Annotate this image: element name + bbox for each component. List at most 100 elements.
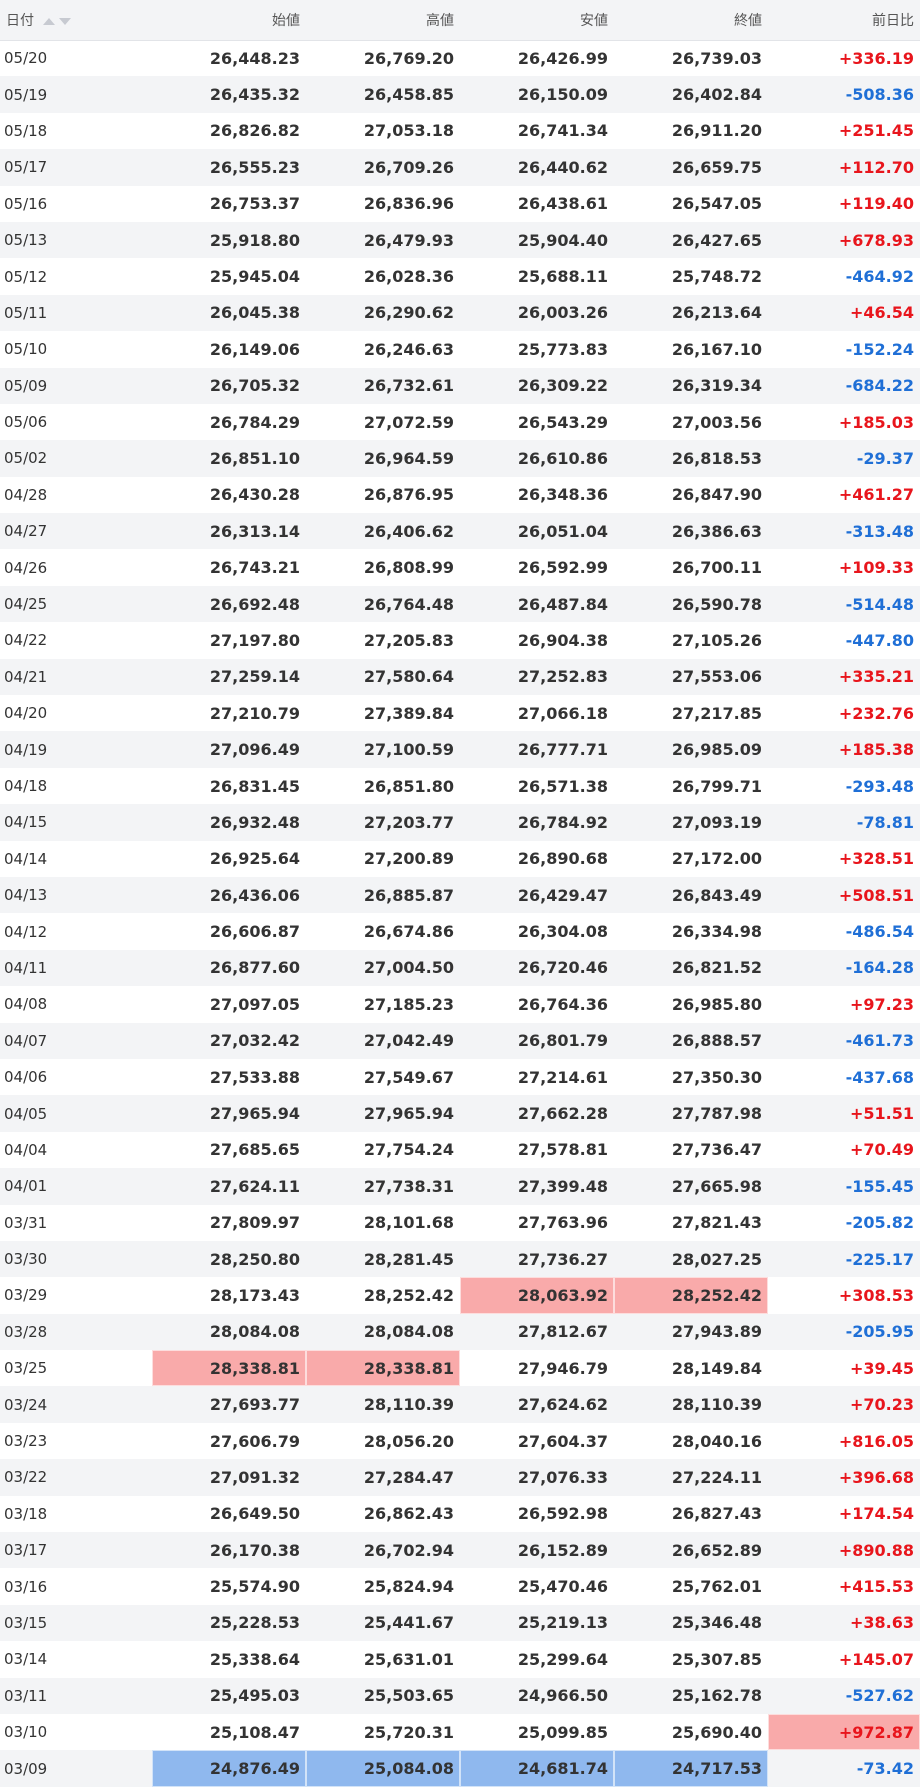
cell-change: +119.40: [838, 194, 914, 214]
cell-low: 25,773.83: [517, 339, 608, 359]
cell-close: 25,762.01: [671, 1577, 762, 1597]
cell-date: 04/05: [4, 1104, 48, 1123]
cell-close: 26,818.53: [671, 448, 762, 468]
cell-date: 03/23: [4, 1432, 48, 1451]
cell-change: -152.24: [845, 339, 914, 359]
cell-low: 27,763.96: [517, 1213, 608, 1233]
table-row: 04/06 27,533.88 27,549.67 27,214.61 27,350.3…: [0, 1058, 920, 1096]
cell-high: 26,709.26: [363, 157, 454, 177]
header-low[interactable]: 安値: [580, 12, 608, 29]
cell-low: 26,304.08: [517, 922, 608, 942]
cell-open: 27,693.77: [209, 1395, 300, 1415]
cell-open: 25,945.04: [209, 267, 300, 287]
cell-high: 27,284.47: [363, 1467, 454, 1487]
sort-controls[interactable]: [42, 13, 72, 29]
cell-low: 27,214.61: [517, 1067, 608, 1087]
table-row: 05/02 26,851.10 26,964.59 26,610.86 26,818.5…: [0, 440, 920, 477]
cell-date: 05/11: [4, 303, 48, 322]
header-change[interactable]: 前日比: [872, 12, 914, 29]
cell-change: -205.82: [845, 1213, 914, 1233]
cell-open: 26,436.06: [209, 885, 300, 905]
cell-change: -164.28: [845, 958, 914, 978]
cell-close: 27,553.06: [671, 667, 762, 687]
cell-change: +174.54: [838, 1504, 914, 1524]
cell-change: -155.45: [845, 1176, 914, 1196]
cell-low: 26,592.98: [517, 1504, 608, 1524]
cell-open: 27,197.80: [209, 630, 300, 650]
table-row: 03/17 26,170.38 26,702.94 26,152.89 26,652.8…: [0, 1532, 920, 1569]
cell-close: 27,787.98: [671, 1104, 762, 1124]
cell-change: +678.93: [838, 230, 914, 250]
header-close[interactable]: 終値: [734, 12, 762, 29]
cell-change: -527.62: [845, 1686, 914, 1706]
cell-low: 26,440.62: [517, 157, 608, 177]
cell-high: 27,185.23: [363, 994, 454, 1014]
cell-date: 05/09: [4, 376, 48, 395]
header-high[interactable]: 高値: [426, 12, 454, 29]
cell-change: -461.73: [845, 1031, 914, 1051]
cell-date: 05/16: [4, 194, 48, 213]
cell-open: 26,851.10: [209, 448, 300, 468]
triangle-up-icon[interactable]: [43, 17, 56, 25]
cell-high: 26,876.95: [363, 485, 454, 505]
cell-change: +251.45: [838, 121, 914, 141]
cell-open: 26,313.14: [209, 521, 300, 541]
cell-high: 27,549.67: [363, 1067, 454, 1087]
cell-high: 25,631.01: [363, 1649, 454, 1669]
cell-high: 28,056.20: [363, 1431, 454, 1451]
cell-date: 04/14: [4, 849, 48, 868]
cell-change: +39.45: [849, 1358, 914, 1378]
cell-open: 26,448.23: [209, 48, 300, 68]
table-row: 03/16 25,574.90 25,824.94 25,470.46 25,762.0…: [0, 1568, 920, 1605]
cell-high: 27,389.84: [363, 703, 454, 723]
cell-close: 26,402.84: [671, 85, 762, 105]
cell-high: 26,246.63: [363, 339, 454, 359]
cell-close: 26,386.63: [671, 521, 762, 541]
cell-high: 27,205.83: [363, 630, 454, 650]
cell-open: 27,096.49: [209, 740, 300, 760]
table-row: 05/13 25,918.80 26,479.93 25,904.40 26,427.6…: [0, 221, 920, 259]
cell-date: 03/30: [4, 1250, 48, 1269]
cell-change: -73.42: [856, 1759, 914, 1779]
cell-low: 26,487.84: [517, 594, 608, 614]
cell-high: 26,028.36: [363, 267, 454, 287]
table-row: 04/27 26,313.14 26,406.62 26,051.04 26,386.6…: [0, 513, 920, 550]
table-row: 05/06 26,784.29 27,072.59 26,543.29 27,003.5…: [0, 403, 920, 441]
cell-close: 27,093.19: [671, 812, 762, 832]
cell-open: 27,606.79: [209, 1431, 300, 1451]
cell-date: 03/28: [4, 1322, 48, 1341]
table-row: 03/30 28,250.80 28,281.45 27,736.27 28,027.2…: [0, 1240, 920, 1278]
triangle-down-icon[interactable]: [59, 17, 72, 25]
cell-low: 27,946.79: [517, 1358, 608, 1378]
cell-low: 26,309.22: [517, 376, 608, 396]
cell-date: 04/19: [4, 740, 48, 759]
cell-change: +46.54: [849, 303, 914, 323]
cell-date: 03/09: [4, 1759, 48, 1778]
cell-open: 24,876.49: [152, 1750, 306, 1787]
cell-change: -684.22: [845, 376, 914, 396]
cell-open: 26,831.45: [209, 776, 300, 796]
cell-low: 25,219.13: [517, 1613, 608, 1633]
cell-change: -464.92: [845, 267, 914, 287]
cell-high: 28,101.68: [363, 1213, 454, 1233]
cell-low: 26,801.79: [517, 1031, 608, 1051]
header-open[interactable]: 始値: [272, 12, 300, 29]
cell-change: +890.88: [838, 1540, 914, 1560]
cell-date: 03/14: [4, 1650, 48, 1669]
cell-open: 28,173.43: [209, 1285, 300, 1305]
cell-low: 26,429.47: [517, 885, 608, 905]
cell-open: 26,149.06: [209, 339, 300, 359]
cell-close: 28,027.25: [671, 1249, 762, 1269]
table-row: 03/28 28,084.08 28,084.08 27,812.67 27,943.8…: [0, 1313, 920, 1351]
cell-close: 25,690.40: [671, 1722, 762, 1742]
cell-high: 27,053.18: [363, 121, 454, 141]
header-date[interactable]: 日付: [0, 0, 152, 40]
cell-open: 26,692.48: [209, 594, 300, 614]
table-row: 05/17 26,555.23 26,709.26 26,440.62 26,659.7…: [0, 149, 920, 186]
cell-change: +336.19: [838, 48, 914, 68]
cell-low: 26,610.86: [517, 448, 608, 468]
cell-close: 27,105.26: [671, 630, 762, 650]
cell-close: 26,847.90: [671, 485, 762, 505]
cell-date: 03/11: [4, 1686, 48, 1705]
table-row: 04/08 27,097.05 27,185.23 26,764.36 26,985.8…: [0, 986, 920, 1023]
